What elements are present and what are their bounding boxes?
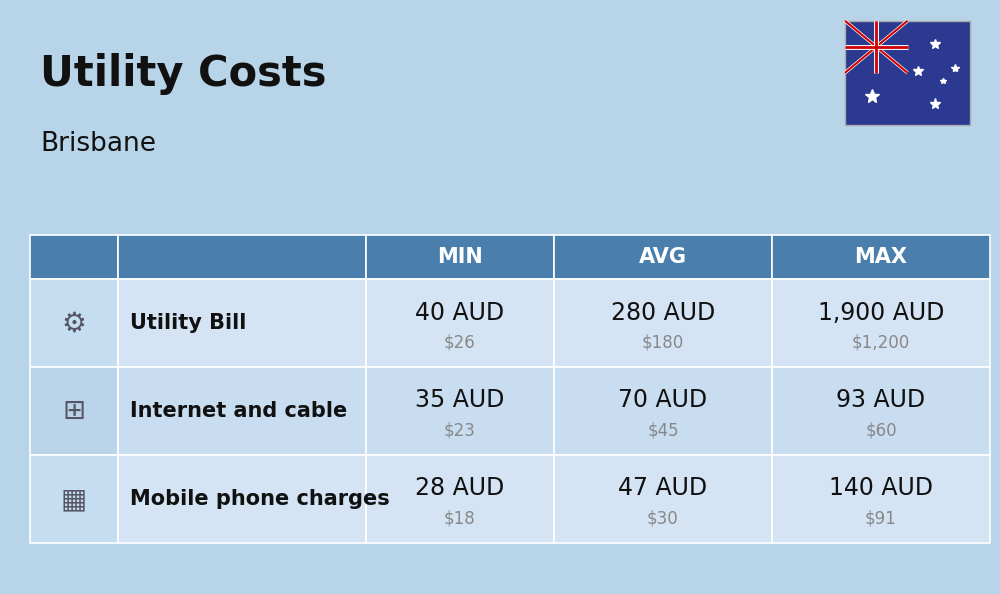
- Text: ⊞: ⊞: [62, 397, 86, 425]
- Bar: [30, 235, 118, 279]
- Bar: [554, 235, 772, 279]
- Bar: [366, 235, 554, 279]
- Bar: [118, 235, 366, 279]
- Text: 1,900 AUD: 1,900 AUD: [818, 301, 944, 324]
- Text: Utility Bill: Utility Bill: [130, 313, 246, 333]
- Bar: [772, 367, 990, 455]
- Bar: [366, 279, 554, 367]
- Text: $30: $30: [647, 509, 679, 527]
- Text: 28 AUD: 28 AUD: [415, 476, 505, 500]
- Bar: [118, 367, 366, 455]
- Text: Brisbane: Brisbane: [40, 131, 156, 157]
- Text: 35 AUD: 35 AUD: [415, 388, 505, 412]
- Text: 70 AUD: 70 AUD: [618, 388, 708, 412]
- Text: 47 AUD: 47 AUD: [618, 476, 708, 500]
- Text: $180: $180: [642, 333, 684, 352]
- Text: MIN: MIN: [437, 247, 483, 267]
- Text: $91: $91: [865, 509, 897, 527]
- Bar: [118, 455, 366, 543]
- Bar: [554, 367, 772, 455]
- Bar: [772, 235, 990, 279]
- Bar: [366, 455, 554, 543]
- Bar: [554, 279, 772, 367]
- Text: Internet and cable: Internet and cable: [130, 401, 347, 421]
- Text: $23: $23: [444, 421, 476, 440]
- FancyBboxPatch shape: [845, 21, 970, 125]
- Text: $45: $45: [647, 421, 679, 440]
- Bar: [118, 279, 366, 367]
- Bar: [554, 455, 772, 543]
- Bar: [30, 455, 118, 543]
- Text: 280 AUD: 280 AUD: [611, 301, 715, 324]
- Text: MAX: MAX: [854, 247, 908, 267]
- Text: Utility Costs: Utility Costs: [40, 53, 326, 96]
- Text: $18: $18: [444, 509, 476, 527]
- Bar: [30, 367, 118, 455]
- Bar: [772, 279, 990, 367]
- Text: AVG: AVG: [639, 247, 687, 267]
- Bar: [366, 367, 554, 455]
- Bar: [772, 455, 990, 543]
- Text: Mobile phone charges: Mobile phone charges: [130, 489, 390, 509]
- Text: $60: $60: [865, 421, 897, 440]
- Text: $1,200: $1,200: [852, 333, 910, 352]
- Text: ▦: ▦: [61, 485, 87, 513]
- Text: 40 AUD: 40 AUD: [415, 301, 505, 324]
- Text: 93 AUD: 93 AUD: [836, 388, 926, 412]
- Text: 140 AUD: 140 AUD: [829, 476, 933, 500]
- Bar: [30, 279, 118, 367]
- Text: ⚙: ⚙: [62, 309, 86, 337]
- Text: $26: $26: [444, 333, 476, 352]
